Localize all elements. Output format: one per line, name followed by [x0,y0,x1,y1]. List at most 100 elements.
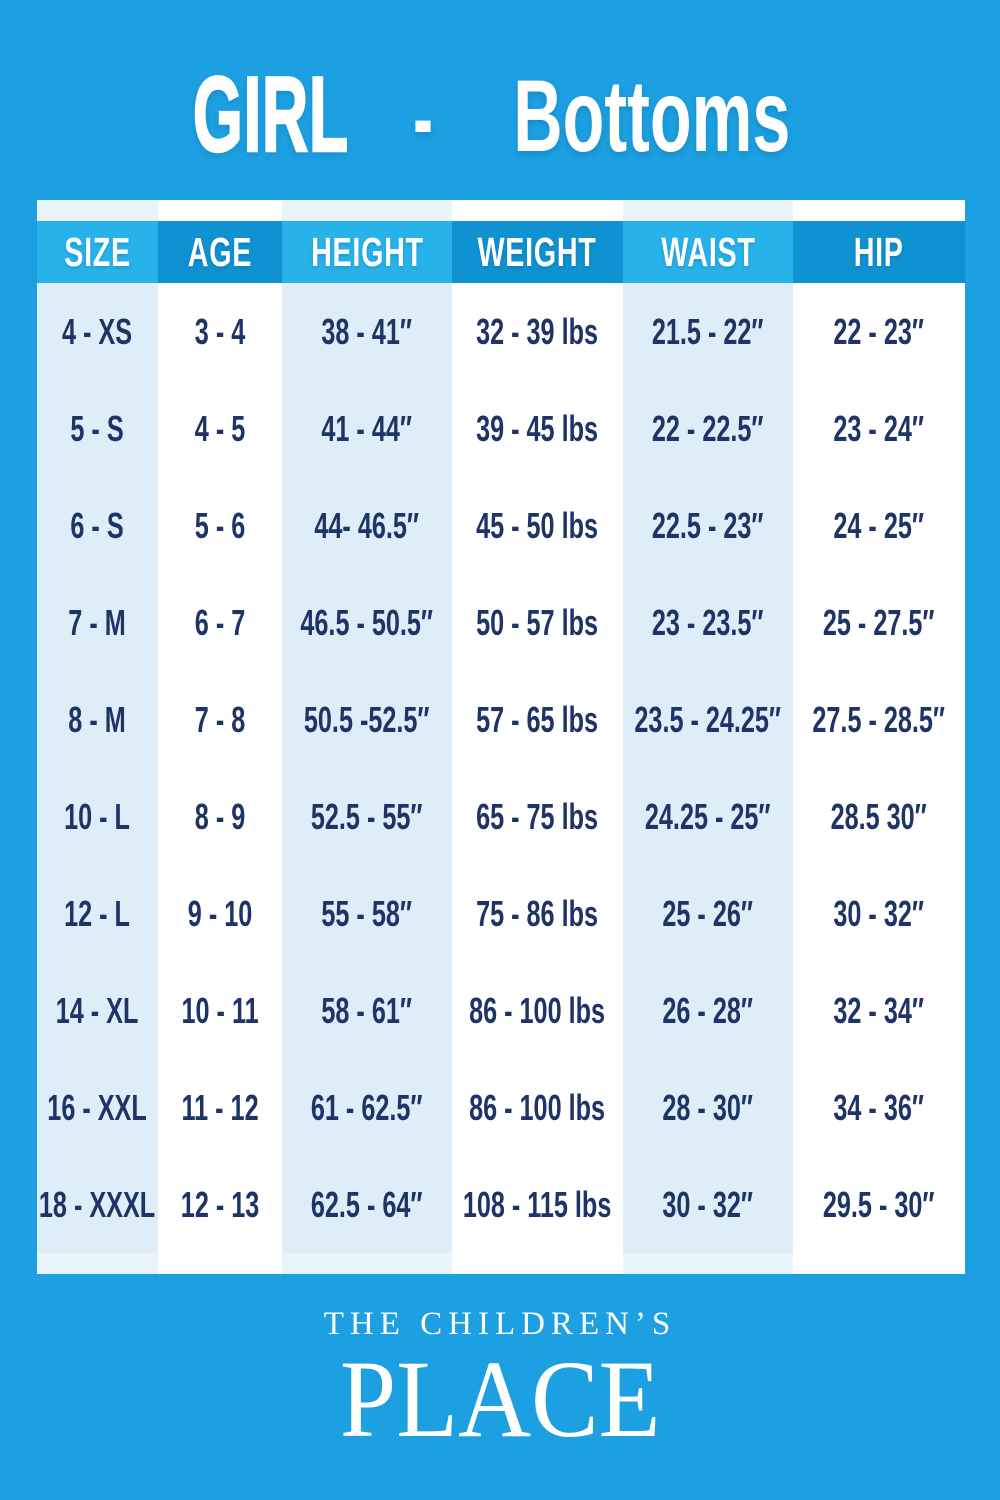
cell-value: 28 - 30″ [662,1086,754,1128]
table-cell: 8 - M [37,671,158,768]
header-label: HEIGHT [310,228,424,275]
strip-cell [158,1253,282,1274]
table-row: 4 - XS 3 - 4 38 - 41″ 32 - 39 lbs 21.5 - 22″… [37,283,965,380]
table-cell: 55 - 58″ [281,865,452,962]
strip-cell [792,200,965,221]
table-cell: 12 - L [37,865,158,962]
table-cell: 28.5 30″ [792,768,965,865]
table-cell: 65 - 75 lbs [451,768,623,865]
table-cell: 30 - 32″ [792,865,965,962]
header-label: SIZE [64,228,131,275]
table-cell: 45 - 50 lbs [451,477,623,574]
table-cell: 58 - 61″ [281,962,452,1059]
title-brand-word: GIRL [193,53,350,176]
table-cell: 57 - 65 lbs [451,671,623,768]
cell-value: 86 - 100 lbs [469,1086,606,1128]
table-cell: 75 - 86 lbs [451,865,623,962]
cell-value: 10 - 11 [181,989,259,1031]
cell-value: 30 - 32″ [833,892,925,934]
strip-cell [451,200,623,221]
table-cell: 24.25 - 25″ [622,768,793,865]
table-top-strip [37,200,965,221]
cell-value: 11 - 12 [181,1086,259,1128]
cell-value: 61 - 62.5″ [311,1086,423,1128]
table-cell: 52.5 - 55″ [281,768,452,865]
table-body: 4 - XS 3 - 4 38 - 41″ 32 - 39 lbs 21.5 - 22″… [37,283,965,1253]
table-cell: 39 - 45 lbs [451,380,623,477]
strip-cell [281,200,452,221]
cell-value: 4 - 5 [194,407,246,449]
cell-value: 12 - 13 [180,1183,260,1225]
table-row: 12 - L 9 - 10 55 - 58″ 75 - 86 lbs 25 - 26″ 3… [37,865,965,962]
cell-value: 32 - 39 lbs [476,310,599,352]
header-cell-age: AGE [158,221,282,283]
cell-value: 46.5 - 50.5″ [300,601,434,643]
table-cell: 32 - 39 lbs [451,283,623,380]
cell-value: 25 - 27.5″ [823,601,935,643]
cell-value: 24.25 - 25″ [645,795,771,837]
table-cell: 23 - 24″ [792,380,965,477]
table-cell: 14 - XL [37,962,158,1059]
cell-value: 22 - 23″ [833,310,925,352]
cell-value: 6 - 7 [194,601,246,643]
table-cell: 25 - 26″ [622,865,793,962]
cell-value: 23 - 23.5″ [652,601,764,643]
cell-value: 50 - 57 lbs [476,601,599,643]
logo-line-place: PLACE [339,1337,661,1460]
cell-value: 21.5 - 22″ [652,310,764,352]
strip-cell [622,1253,793,1274]
cell-value: 8 - M [68,698,127,740]
cell-value: 25 - 26″ [662,892,754,934]
cell-value: 44- 46.5″ [314,504,420,546]
cell-value: 5 - S [70,407,125,449]
cell-value: 18 - XXXL [39,1183,156,1225]
table-cell: 44- 46.5″ [281,477,452,574]
strip-cell [792,1253,965,1274]
header-cell-weight: WEIGHT [451,221,623,283]
table-row: 18 - XXXL 12 - 13 62.5 - 64″ 108 - 115 lbs 3… [37,1156,965,1253]
table-cell: 46.5 - 50.5″ [281,574,452,671]
cell-value: 22 - 22.5″ [652,407,764,449]
table-cell: 41 - 44″ [281,380,452,477]
table-cell: 50.5 -52.5″ [281,671,452,768]
title-category-word: Bottoms [513,59,791,173]
cell-value: 7 - M [68,601,127,643]
table-cell: 7 - M [37,574,158,671]
table-cell: 5 - S [37,380,158,477]
cell-value: 65 - 75 lbs [476,795,599,837]
table-row: 10 - L 8 - 9 52.5 - 55″ 65 - 75 lbs 24.25 - … [37,768,965,865]
table-cell: 11 - 12 [158,1059,282,1156]
table-cell: 22.5 - 23″ [622,477,793,574]
cell-value: 10 - L [64,795,131,837]
cell-value: 7 - 8 [194,698,246,740]
cell-value: 50.5 -52.5″ [304,698,430,740]
table-cell: 50 - 57 lbs [451,574,623,671]
title-separator-dash: - [413,65,433,172]
cell-value: 108 - 115 lbs [463,1183,612,1225]
cell-value: 45 - 50 lbs [476,504,599,546]
table-cell: 32 - 34″ [792,962,965,1059]
table-cell: 7 - 8 [158,671,282,768]
header-label: AGE [187,228,253,275]
cell-value: 24 - 25″ [833,504,925,546]
table-row: 5 - S 4 - 5 41 - 44″ 39 - 45 lbs 22 - 22.5″ 2… [37,380,965,477]
cell-value: 16 - XXL [47,1086,148,1128]
cell-value: 12 - L [64,892,131,934]
cell-value: 8 - 9 [194,795,246,837]
table-cell: 5 - 6 [158,477,282,574]
table-row: 6 - S 5 - 6 44- 46.5″ 45 - 50 lbs 22.5 - 23″… [37,477,965,574]
table-cell: 18 - XXXL [37,1156,158,1253]
strip-cell [281,1253,452,1274]
size-chart-table: SIZE AGE HEIGHT WEIGHT WAIST HIP 4 - XS 3… [37,200,965,1274]
cell-value: 3 - 4 [194,310,246,352]
strip-cell [37,200,158,221]
table-cell: 16 - XXL [37,1059,158,1156]
table-row: 7 - M 6 - 7 46.5 - 50.5″ 50 - 57 lbs 23 - 23… [37,574,965,671]
cell-value: 4 - XS [62,310,133,352]
cell-value: 41 - 44″ [321,407,413,449]
table-cell: 3 - 4 [158,283,282,380]
table-row: 16 - XXL 11 - 12 61 - 62.5″ 86 - 100 lbs 28 … [37,1059,965,1156]
page-title: GIRL - Bottoms [0,52,1000,182]
header-cell-height: HEIGHT [281,221,452,283]
cell-value: 6 - S [70,504,125,546]
